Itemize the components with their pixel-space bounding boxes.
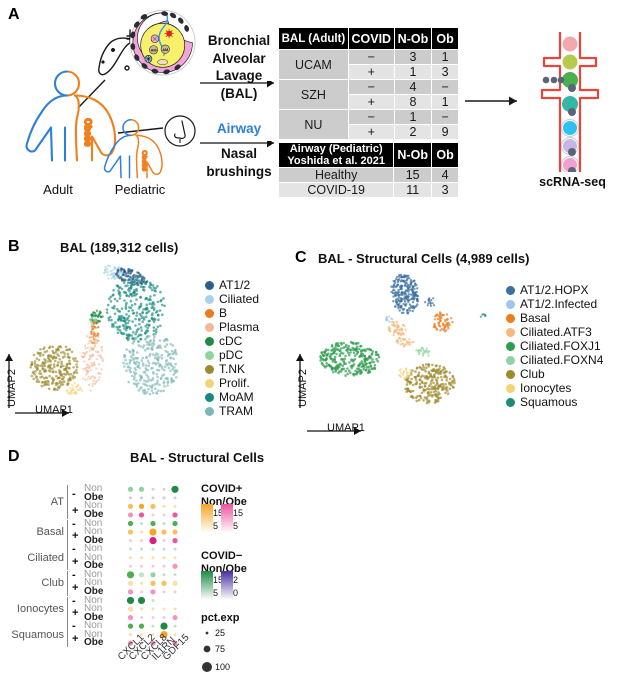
svg-text:75: 75	[215, 644, 225, 654]
svg-text:AM: AM	[162, 47, 168, 52]
svg-text:AM: AM	[151, 48, 157, 53]
svg-text:Obese: Obese	[83, 119, 93, 147]
svg-text:25: 25	[215, 628, 225, 638]
svg-text:Obese: Obese	[141, 150, 148, 171]
svg-text:100: 100	[215, 662, 230, 672]
